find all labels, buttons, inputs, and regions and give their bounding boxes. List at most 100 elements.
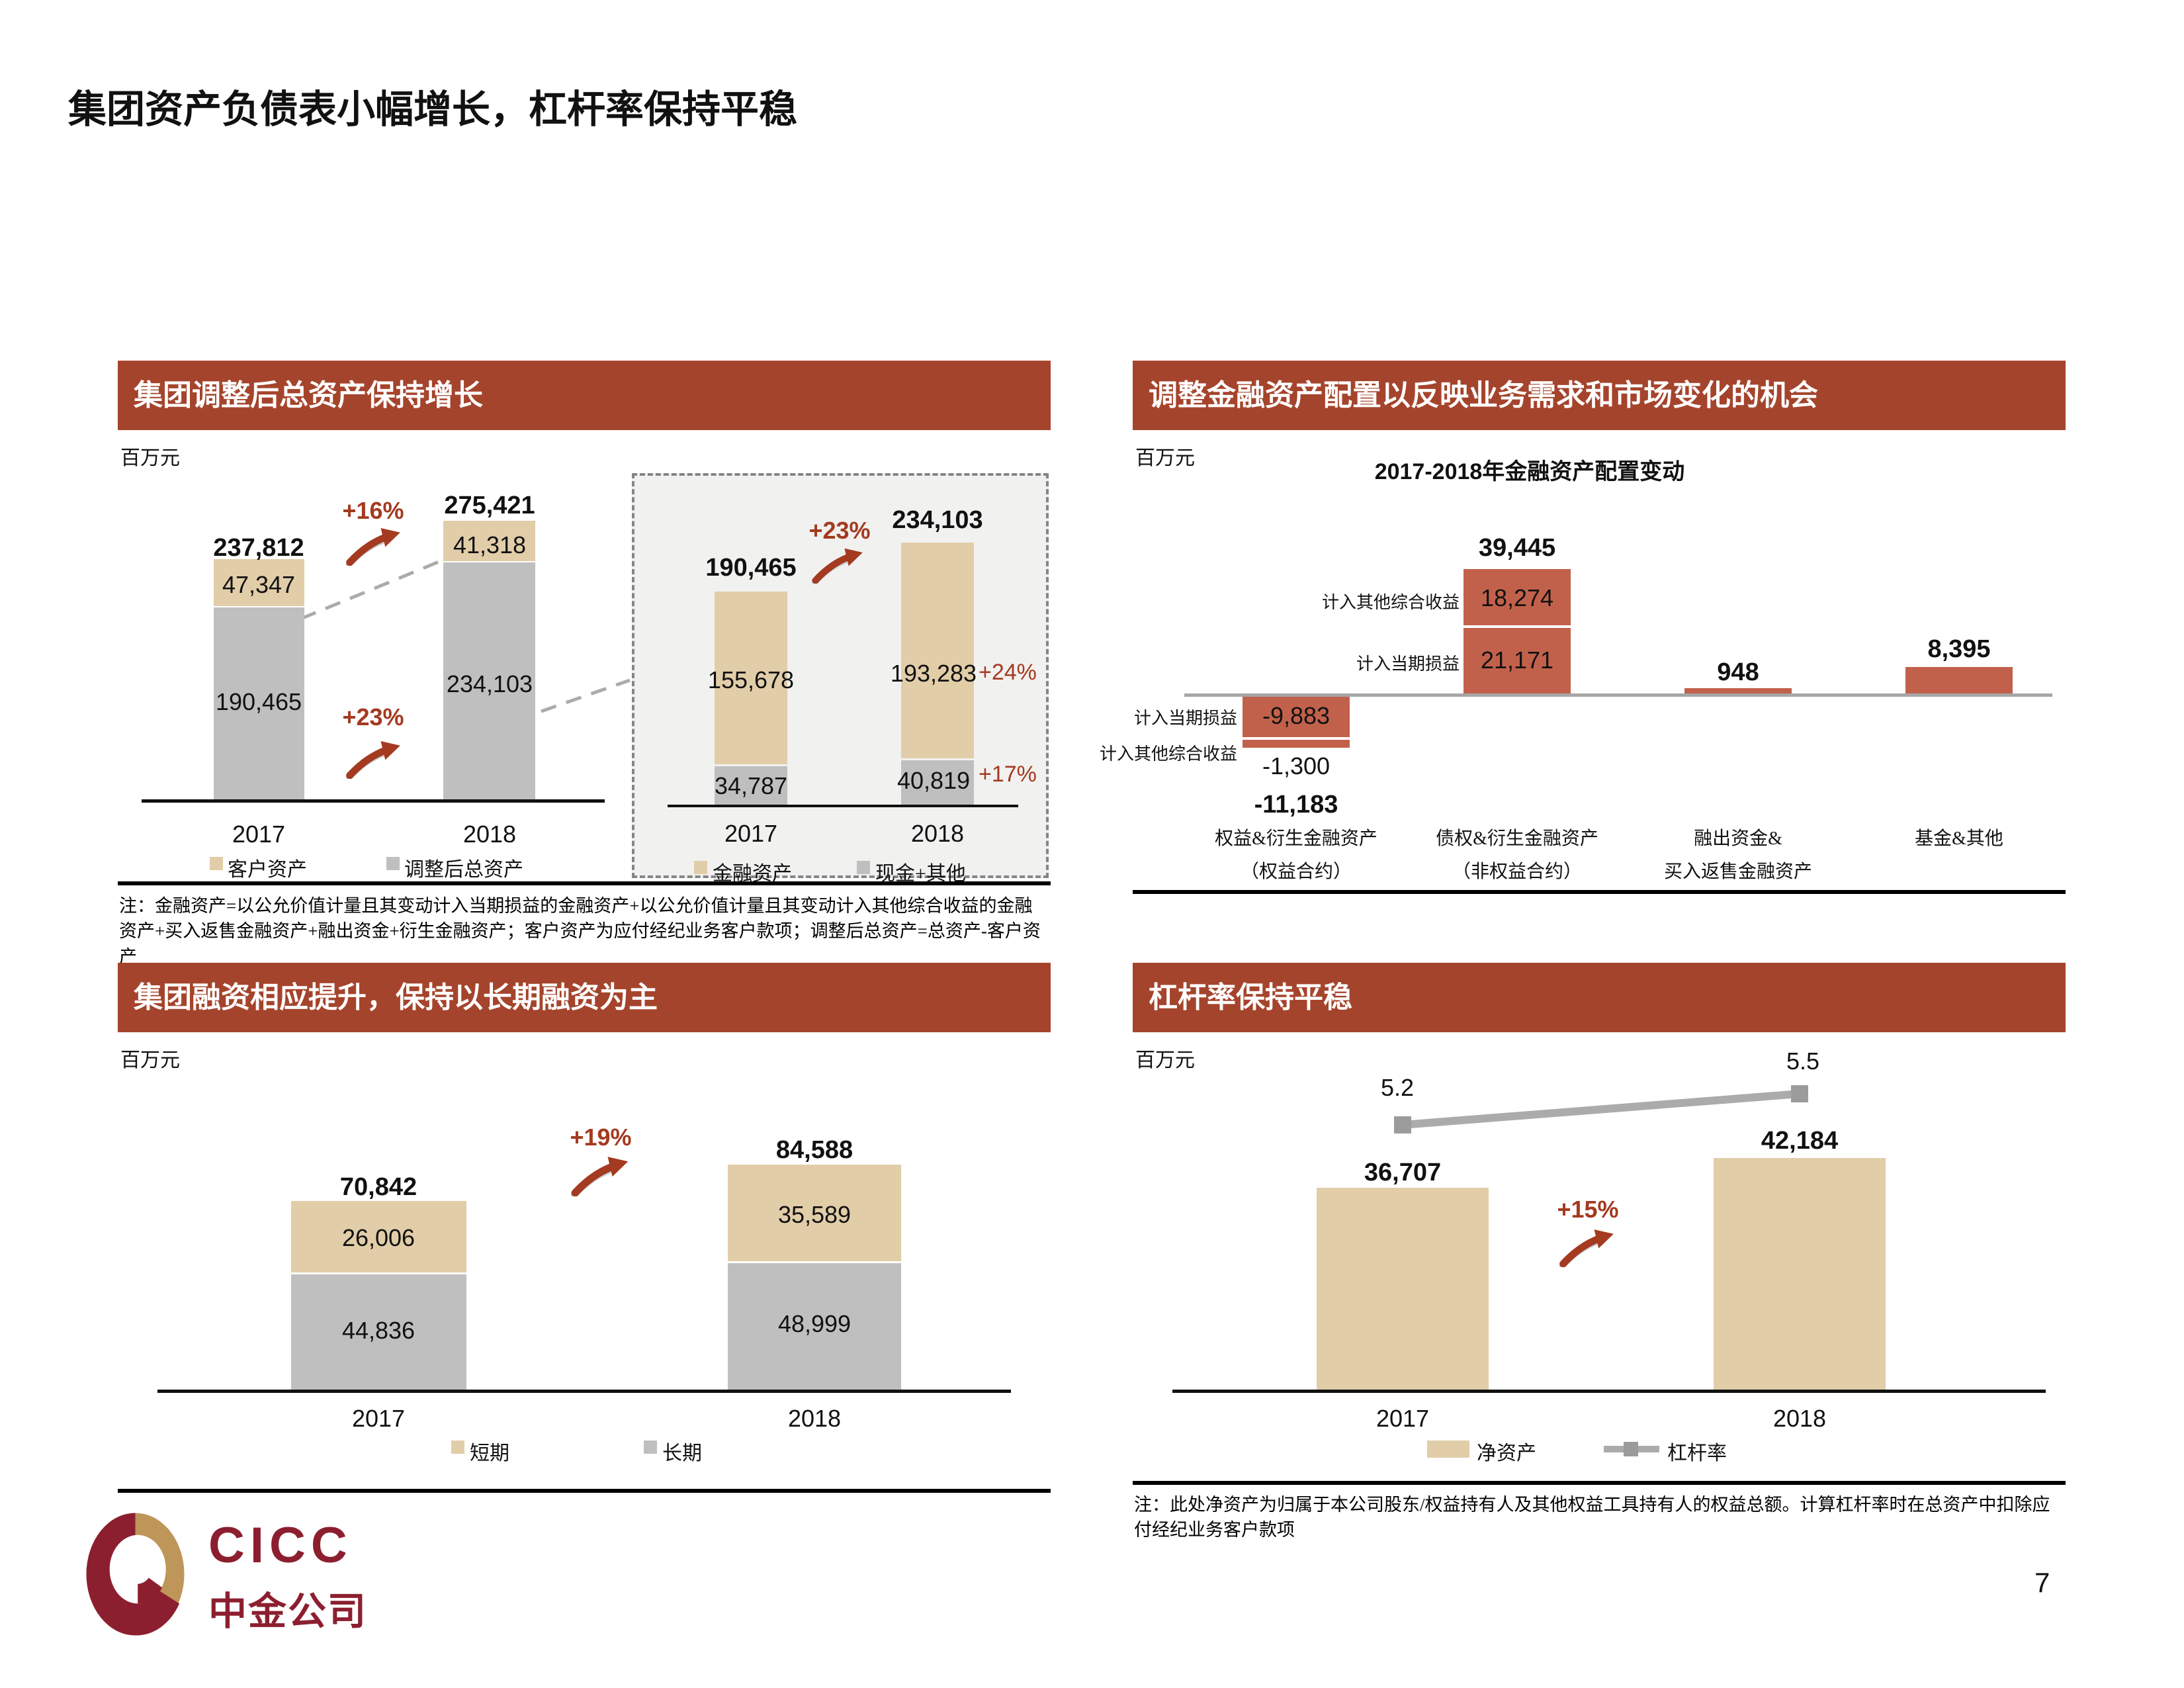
growth-arrow-icon bbox=[812, 548, 863, 584]
value-label: 40,819 bbox=[896, 767, 971, 794]
unit-label: 百万元 bbox=[1135, 1049, 1195, 1071]
segment-label: 计入当期损益 bbox=[1133, 709, 1237, 728]
bar-equity-pl bbox=[1243, 697, 1350, 737]
panel-header: 集团融资相应提升，保持以长期融资为主 bbox=[118, 963, 1051, 1032]
x-tick-2017: 2017 bbox=[351, 1405, 406, 1432]
bar-2018-long-term bbox=[728, 1263, 901, 1390]
total-label: 36,707 bbox=[1364, 1159, 1442, 1186]
cicc-logo-mark bbox=[86, 1513, 185, 1636]
value-label: -9,883 bbox=[1262, 702, 1331, 729]
total-label: 190,465 bbox=[705, 554, 797, 582]
page-title: 集团资产负债表小幅增长，杠杆率保持平稳 bbox=[68, 88, 798, 131]
inset-bar-2017-financial-assets bbox=[715, 592, 787, 764]
legend-label: 杠杆率 bbox=[1667, 1443, 1727, 1464]
category-label: （权益合约） bbox=[1240, 862, 1352, 882]
panel-header: 杠杆率保持平稳 bbox=[1133, 963, 2066, 1032]
bar-equity-oci bbox=[1243, 740, 1350, 748]
unit-label: 百万元 bbox=[1135, 447, 1195, 469]
total-label: 8,395 bbox=[1927, 635, 1991, 663]
bar-2018-short-term bbox=[728, 1165, 901, 1261]
growth-arrow-icon bbox=[1559, 1229, 1614, 1267]
inset-bar-2018-cash-other bbox=[901, 760, 974, 805]
x-axis bbox=[142, 799, 605, 803]
x-tick-2017: 2017 bbox=[232, 821, 286, 848]
bar-debt-pl bbox=[1463, 628, 1571, 693]
panel-header: 调整金融资产配置以反映业务需求和市场变化的机会 bbox=[1133, 361, 2066, 430]
bar-2018-adjusted-assets bbox=[443, 562, 535, 801]
leverage-point-label: 5.5 bbox=[1786, 1047, 1820, 1075]
x-tick-2018: 2018 bbox=[910, 820, 965, 847]
total-label: -11,183 bbox=[1254, 791, 1338, 819]
value-label: 41,318 bbox=[453, 531, 527, 558]
unit-label: 百万元 bbox=[120, 1049, 180, 1071]
legend-swatch-financial-assets bbox=[694, 861, 707, 874]
bar-2017-short-term bbox=[291, 1201, 466, 1272]
bar-2017-net-assets bbox=[1317, 1188, 1489, 1390]
panel-financial-asset-allocation: 调整金融资产配置以反映业务需求和市场变化的机会 百万元 2017-2018年金融… bbox=[1100, 361, 2066, 966]
total-label: 275,421 bbox=[444, 492, 535, 519]
value-label: 34,787 bbox=[714, 772, 788, 799]
growth-label: +16% bbox=[342, 497, 404, 524]
divider-line bbox=[118, 881, 1051, 885]
x-tick-2018: 2018 bbox=[787, 1405, 842, 1432]
growth-label: +23% bbox=[342, 703, 404, 731]
bar-2017-adjusted-assets bbox=[214, 607, 304, 801]
panel-header: 集团调整后总资产保持增长 bbox=[118, 361, 1051, 430]
legend-swatch-short-term bbox=[451, 1441, 464, 1454]
total-label: 70,842 bbox=[339, 1173, 417, 1201]
value-label: 190,465 bbox=[215, 688, 302, 715]
x-axis bbox=[157, 1390, 1011, 1393]
growth-label: +17% bbox=[979, 762, 1037, 787]
category-label: （非权益合约） bbox=[1452, 862, 1583, 882]
total-label: 42,184 bbox=[1761, 1127, 1839, 1155]
value-label: 234,103 bbox=[446, 670, 533, 697]
leverage-point-label: 5.2 bbox=[1380, 1074, 1415, 1101]
total-label: 237,812 bbox=[213, 534, 304, 562]
bar-margin-reverse-repo bbox=[1684, 688, 1792, 693]
legend-label: 金融资产 bbox=[713, 863, 792, 885]
inset-bar-2017-cash-other bbox=[715, 766, 787, 805]
growth-arrow-icon bbox=[346, 741, 400, 779]
category-label: 基金&其他 bbox=[1915, 828, 2003, 849]
bar-2017-long-term bbox=[291, 1274, 466, 1390]
legend-swatch-leverage-marker bbox=[1624, 1442, 1638, 1456]
inset-bar-2018-financial-assets bbox=[901, 543, 974, 758]
legend-swatch-long-term bbox=[644, 1441, 657, 1454]
bar-funds-other bbox=[1905, 667, 2013, 693]
value-label: 26,006 bbox=[341, 1224, 415, 1251]
value-label: -1,300 bbox=[1262, 752, 1331, 779]
category-label: 债权&衍生金融资产 bbox=[1436, 828, 1598, 849]
unit-label: 百万元 bbox=[120, 447, 180, 469]
value-label: 35,589 bbox=[777, 1201, 852, 1228]
x-tick-2018: 2018 bbox=[462, 821, 517, 848]
x-tick-2017: 2017 bbox=[1376, 1405, 1430, 1432]
inset-detail-chart: 190,465 155,678 34,787 234,103 193,283 4… bbox=[632, 473, 1049, 885]
total-label: 234,103 bbox=[892, 506, 983, 534]
value-label: 44,836 bbox=[341, 1317, 415, 1344]
panel-group-funding: 集团融资相应提升，保持以长期融资为主 百万元 70,842 26,006 44,… bbox=[118, 963, 1051, 1493]
x-tick-2017: 2017 bbox=[724, 820, 778, 847]
bar-debt-oci bbox=[1463, 569, 1571, 625]
total-label: 39,445 bbox=[1478, 534, 1556, 562]
inset-x-axis bbox=[668, 805, 1018, 807]
value-label: 18,274 bbox=[1480, 584, 1554, 611]
chart-title: 2017-2018年金融资产配置变动 bbox=[1374, 459, 1685, 484]
divider-line bbox=[118, 1489, 1051, 1493]
x-tick-2018: 2018 bbox=[1772, 1405, 1827, 1432]
panel-adjusted-total-assets: 集团调整后总资产保持增长 百万元 237,812 47,347 190,465 … bbox=[118, 361, 1051, 967]
value-label: 193,283 bbox=[890, 660, 977, 687]
bar-2018-net-assets bbox=[1714, 1158, 1886, 1390]
segment-label: 计入其他综合收益 bbox=[1321, 593, 1460, 612]
legend-swatch-net-assets bbox=[1427, 1441, 1469, 1458]
x-axis bbox=[1172, 1390, 2046, 1393]
growth-arrow-icon bbox=[346, 528, 400, 566]
growth-label: +15% bbox=[1557, 1196, 1619, 1223]
value-label: 48,999 bbox=[777, 1310, 852, 1337]
value-label: 47,347 bbox=[222, 571, 296, 598]
legend-swatch-cash-other bbox=[857, 861, 870, 874]
legend-label: 净资产 bbox=[1477, 1443, 1536, 1464]
growth-label: +23% bbox=[808, 517, 871, 544]
growth-arrow-icon bbox=[571, 1157, 629, 1196]
value-label: 155,678 bbox=[707, 666, 795, 693]
